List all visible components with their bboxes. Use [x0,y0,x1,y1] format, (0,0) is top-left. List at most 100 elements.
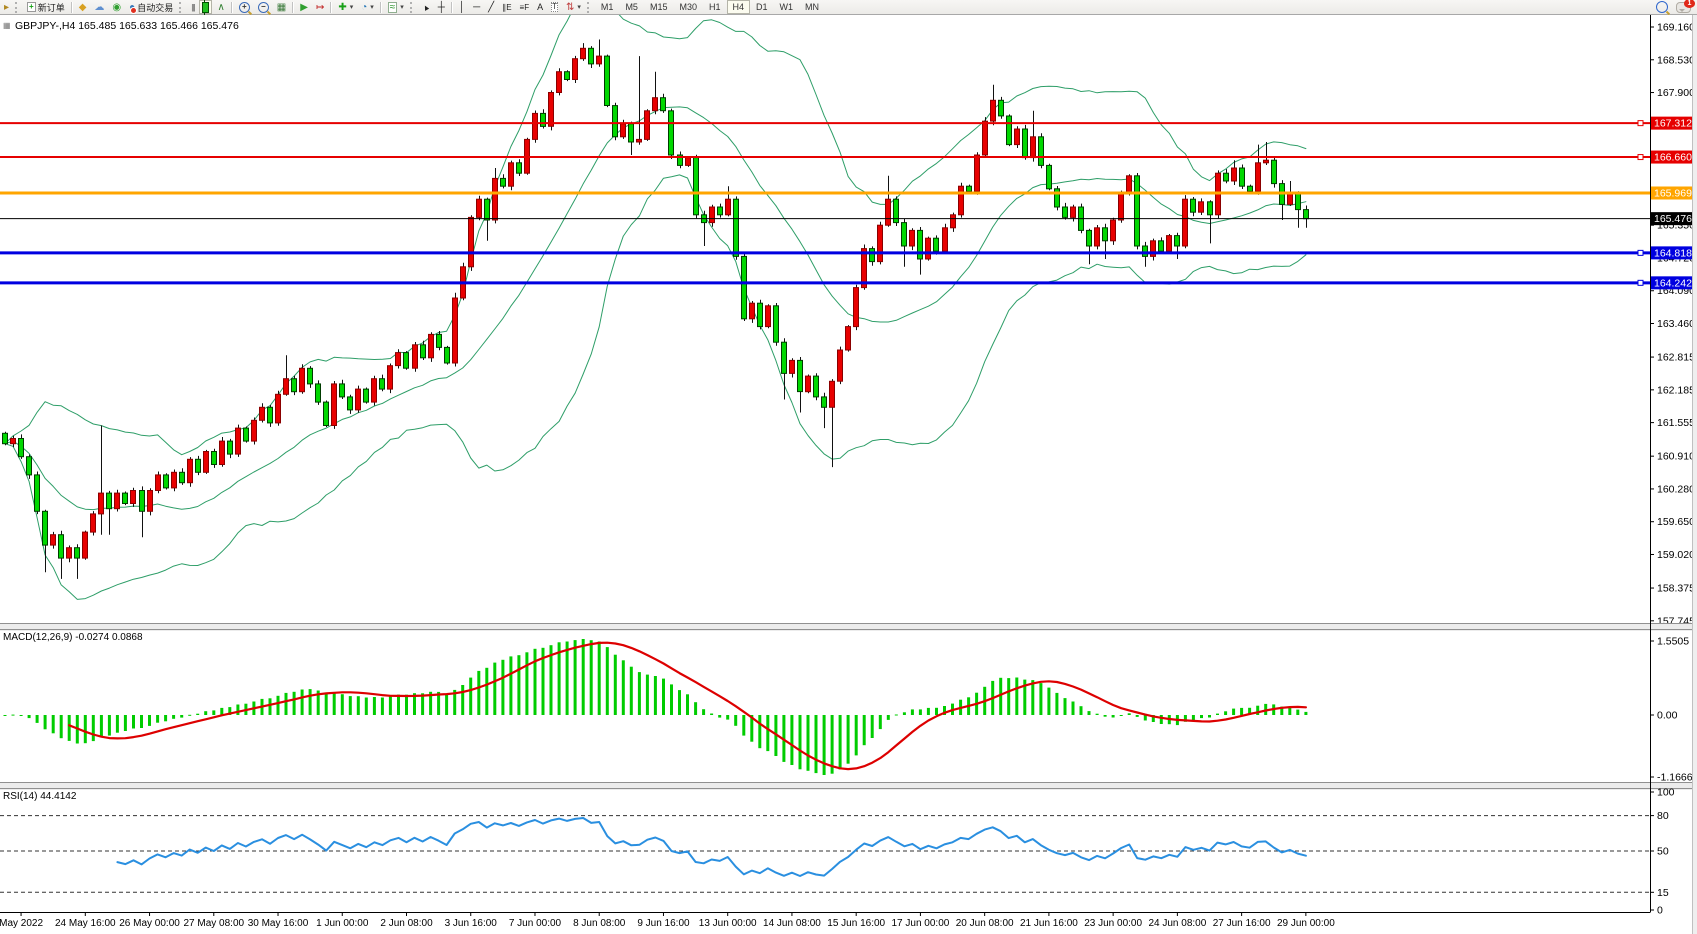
candle [26,456,32,476]
zoom-in-button[interactable]: + [236,0,253,14]
chart-shift-button[interactable]: ↦ [313,0,327,14]
text-button[interactable]: A [534,0,546,14]
timeframe-button-m15[interactable]: M15 [649,2,668,12]
candle [933,237,939,252]
candle-chart-button[interactable] [199,0,213,15]
timeframe-button-h4[interactable]: H4 [726,0,751,14]
timeframe-button-mn[interactable]: MN [805,2,820,12]
candle [990,99,996,122]
candle [283,378,289,395]
candle [572,58,578,80]
candle [179,471,185,484]
candle [725,198,731,216]
candle [693,157,699,216]
candle [1014,128,1020,146]
trendline-icon: ╱ [488,1,495,13]
candle [853,287,859,328]
arrows-button[interactable]: ⇅ ▾ [563,0,584,14]
profiles-button[interactable]: ◔ ▾ [358,0,377,14]
data-window-button[interactable]: ☁ [91,0,107,14]
candle [275,393,281,424]
svg-text:3 Jun 16:00: 3 Jun 16:00 [445,918,498,929]
candle [203,451,209,473]
bar-chart-button[interactable]: ||| [188,0,197,14]
svg-text:169.160: 169.160 [1657,22,1695,34]
zoom-out-button[interactable]: − [255,0,272,14]
candle [243,427,249,442]
auto-scroll-button[interactable]: ▶ [297,0,311,14]
candle [139,490,145,512]
vline-button[interactable]: │ [456,0,468,14]
svg-text:80: 80 [1657,810,1669,822]
chat-bubble-icon[interactable]: 1 [1676,0,1695,13]
svg-text:167.312: 167.312 [1654,118,1692,130]
svg-text:100: 100 [1657,787,1675,799]
timeframe-button-m30[interactable]: M30 [679,2,697,12]
candle [516,162,522,174]
toolbar-grip [179,1,184,13]
date-axis[interactable]: May 2022 24 May 16:00 26 May 00:00 27 May 0… [0,912,1335,930]
candle [1070,206,1076,218]
candle [1150,240,1156,257]
crosshair-button[interactable]: ┼ [435,0,448,14]
candle [1142,245,1148,257]
chevron-down-icon[interactable]: ▾ [577,4,581,11]
candle [163,474,169,489]
candle [588,47,594,65]
chevron-down-icon[interactable]: ▾ [400,4,404,11]
price-chart[interactable]: 169.160168.530167.900167.255166.610165.9… [0,15,1697,934]
svg-text:26 May 00:00: 26 May 00:00 [119,918,180,929]
candle [1295,193,1301,211]
candle [259,406,265,421]
new-chart-button[interactable]: ✚ ▾ [335,0,356,14]
candle [114,492,120,510]
toolbar-separator [292,1,295,13]
channel-button[interactable]: ∥E [499,0,514,14]
notification-badge: 1 [1684,0,1695,8]
candle [628,123,634,143]
timeframe-button-m5[interactable]: M5 [625,2,638,12]
trendline-button[interactable]: ╱ [485,0,497,14]
candle [1134,175,1140,247]
market-watch-button[interactable]: ◆ [76,0,90,14]
candle [90,513,96,533]
chevron-down-icon[interactable]: ▾ [370,4,374,11]
autotrading-icon: ● [129,2,138,14]
candle [420,344,426,359]
svg-text:160.910: 160.910 [1657,451,1695,463]
hline-button[interactable]: ─ [470,0,483,14]
candle [869,248,875,263]
candle [235,427,241,455]
charts-bar-button[interactable]: ▸ [1,0,12,14]
svg-text:161.555: 161.555 [1657,417,1695,429]
svg-text:-1.1666: -1.1666 [1657,772,1693,784]
new-order-button[interactable]: + 新订单 [24,0,68,14]
text-label-button[interactable]: T [548,0,561,14]
chevron-down-icon[interactable]: ▾ [349,4,354,11]
timeframe-button-m1[interactable]: M1 [600,2,614,12]
tile-windows-button[interactable]: ▦ [274,0,289,14]
indicators-button[interactable]: ≈ ▾ [385,0,407,14]
candle [1174,235,1180,247]
rsi-indicator-label: RSI(14) 44.4142 [3,791,77,802]
timeframe-button-d1[interactable]: D1 [756,2,768,12]
candle [315,383,321,403]
candle [1110,219,1116,242]
indicators-icon: ≈ [387,1,398,13]
chart-window-icon: ▦ [3,21,11,30]
line-chart-button[interactable]: ∧ [214,0,227,14]
candle [741,255,747,320]
broadcast-button[interactable]: ◉ [109,0,124,14]
cursor-button[interactable]: ▲ [419,0,433,14]
candle [122,492,128,505]
timeframe-button-h1[interactable]: H1 [708,2,721,12]
candle [428,333,434,359]
autotrading-button[interactable]: ●自动交易 [126,0,176,14]
timeframe-button-w1[interactable]: W1 [779,2,794,12]
auto-scroll-icon: ▶ [300,1,308,13]
fibonacci-button[interactable]: ≡F [517,0,533,14]
candle [299,367,305,393]
chart-area[interactable]: 169.160168.530167.900167.255166.610165.9… [0,15,1697,934]
search-icon[interactable] [1656,1,1668,13]
